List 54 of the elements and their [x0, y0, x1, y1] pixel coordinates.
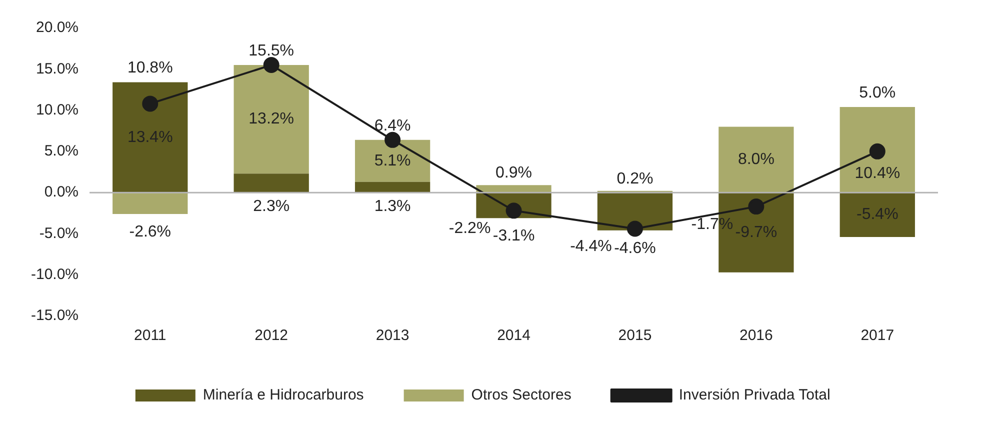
- y-tick-label: 10.0%: [36, 101, 79, 118]
- data-label: 5.1%: [374, 152, 411, 170]
- point: [869, 143, 886, 160]
- bar: [112, 192, 188, 214]
- bar: [718, 126, 794, 193]
- bar: [112, 82, 188, 193]
- data-label: -4.6%: [614, 240, 656, 257]
- point: [142, 96, 158, 112]
- data-label: 0.9%: [496, 164, 532, 182]
- data-label: 2.3%: [253, 198, 290, 215]
- data-label: 13.4%: [127, 128, 173, 146]
- legend-label: Inversión Privada Total: [678, 386, 830, 404]
- x-tick-label: 2015: [618, 327, 652, 344]
- data-label: -5.4%: [856, 206, 898, 224]
- data-label: 10.4%: [854, 164, 900, 182]
- data-label: 1.3%: [374, 198, 411, 215]
- point: [626, 220, 643, 237]
- data-label: 6.4%: [374, 117, 411, 134]
- bar: [476, 185, 552, 193]
- bar: [840, 192, 915, 238]
- data-label: 5.0%: [859, 84, 896, 102]
- data-label: -3.1%: [492, 227, 535, 244]
- y-tick-label: -10.0%: [30, 266, 79, 283]
- data-label: -2.6%: [129, 223, 172, 240]
- data-label: 0.2%: [616, 170, 654, 188]
- y-tick-label: 5.0%: [44, 142, 79, 160]
- x-tick-label: 2017: [860, 327, 894, 344]
- data-label: 13.2%: [248, 110, 294, 128]
- point: [748, 198, 764, 215]
- y-tick-label: 0.0%: [44, 184, 79, 201]
- bar: [234, 65, 309, 174]
- data-label: -9.7%: [735, 224, 778, 241]
- x-tick-label: 2013: [376, 327, 410, 344]
- point: [384, 132, 401, 148]
- x-tick-label: 2014: [497, 327, 530, 344]
- data-label: 10.8%: [127, 60, 173, 77]
- legend-label: Minería e Hidrocarburos: [202, 386, 364, 404]
- data-label: 15.5%: [248, 42, 294, 60]
- bar: [234, 174, 309, 193]
- data-label: -2.2%: [448, 220, 491, 238]
- x-tick-label: 2016: [739, 327, 773, 344]
- y-tick-label: 20.0%: [36, 19, 79, 36]
- legend-label: Otros Sectores: [471, 386, 572, 404]
- x-tick-label: 2011: [134, 327, 166, 344]
- point: [506, 202, 522, 219]
- x-tick-label: 2012: [254, 327, 288, 344]
- y-tick-label: 15.0%: [36, 60, 79, 78]
- bar: [354, 182, 430, 193]
- point: [263, 57, 280, 74]
- y-tick-label: -15.0%: [30, 307, 79, 324]
- data-label: -4.4%: [570, 238, 612, 256]
- y-tick-label: -5.0%: [39, 224, 79, 242]
- data-label: 8.0%: [738, 151, 774, 168]
- bar: [840, 106, 915, 193]
